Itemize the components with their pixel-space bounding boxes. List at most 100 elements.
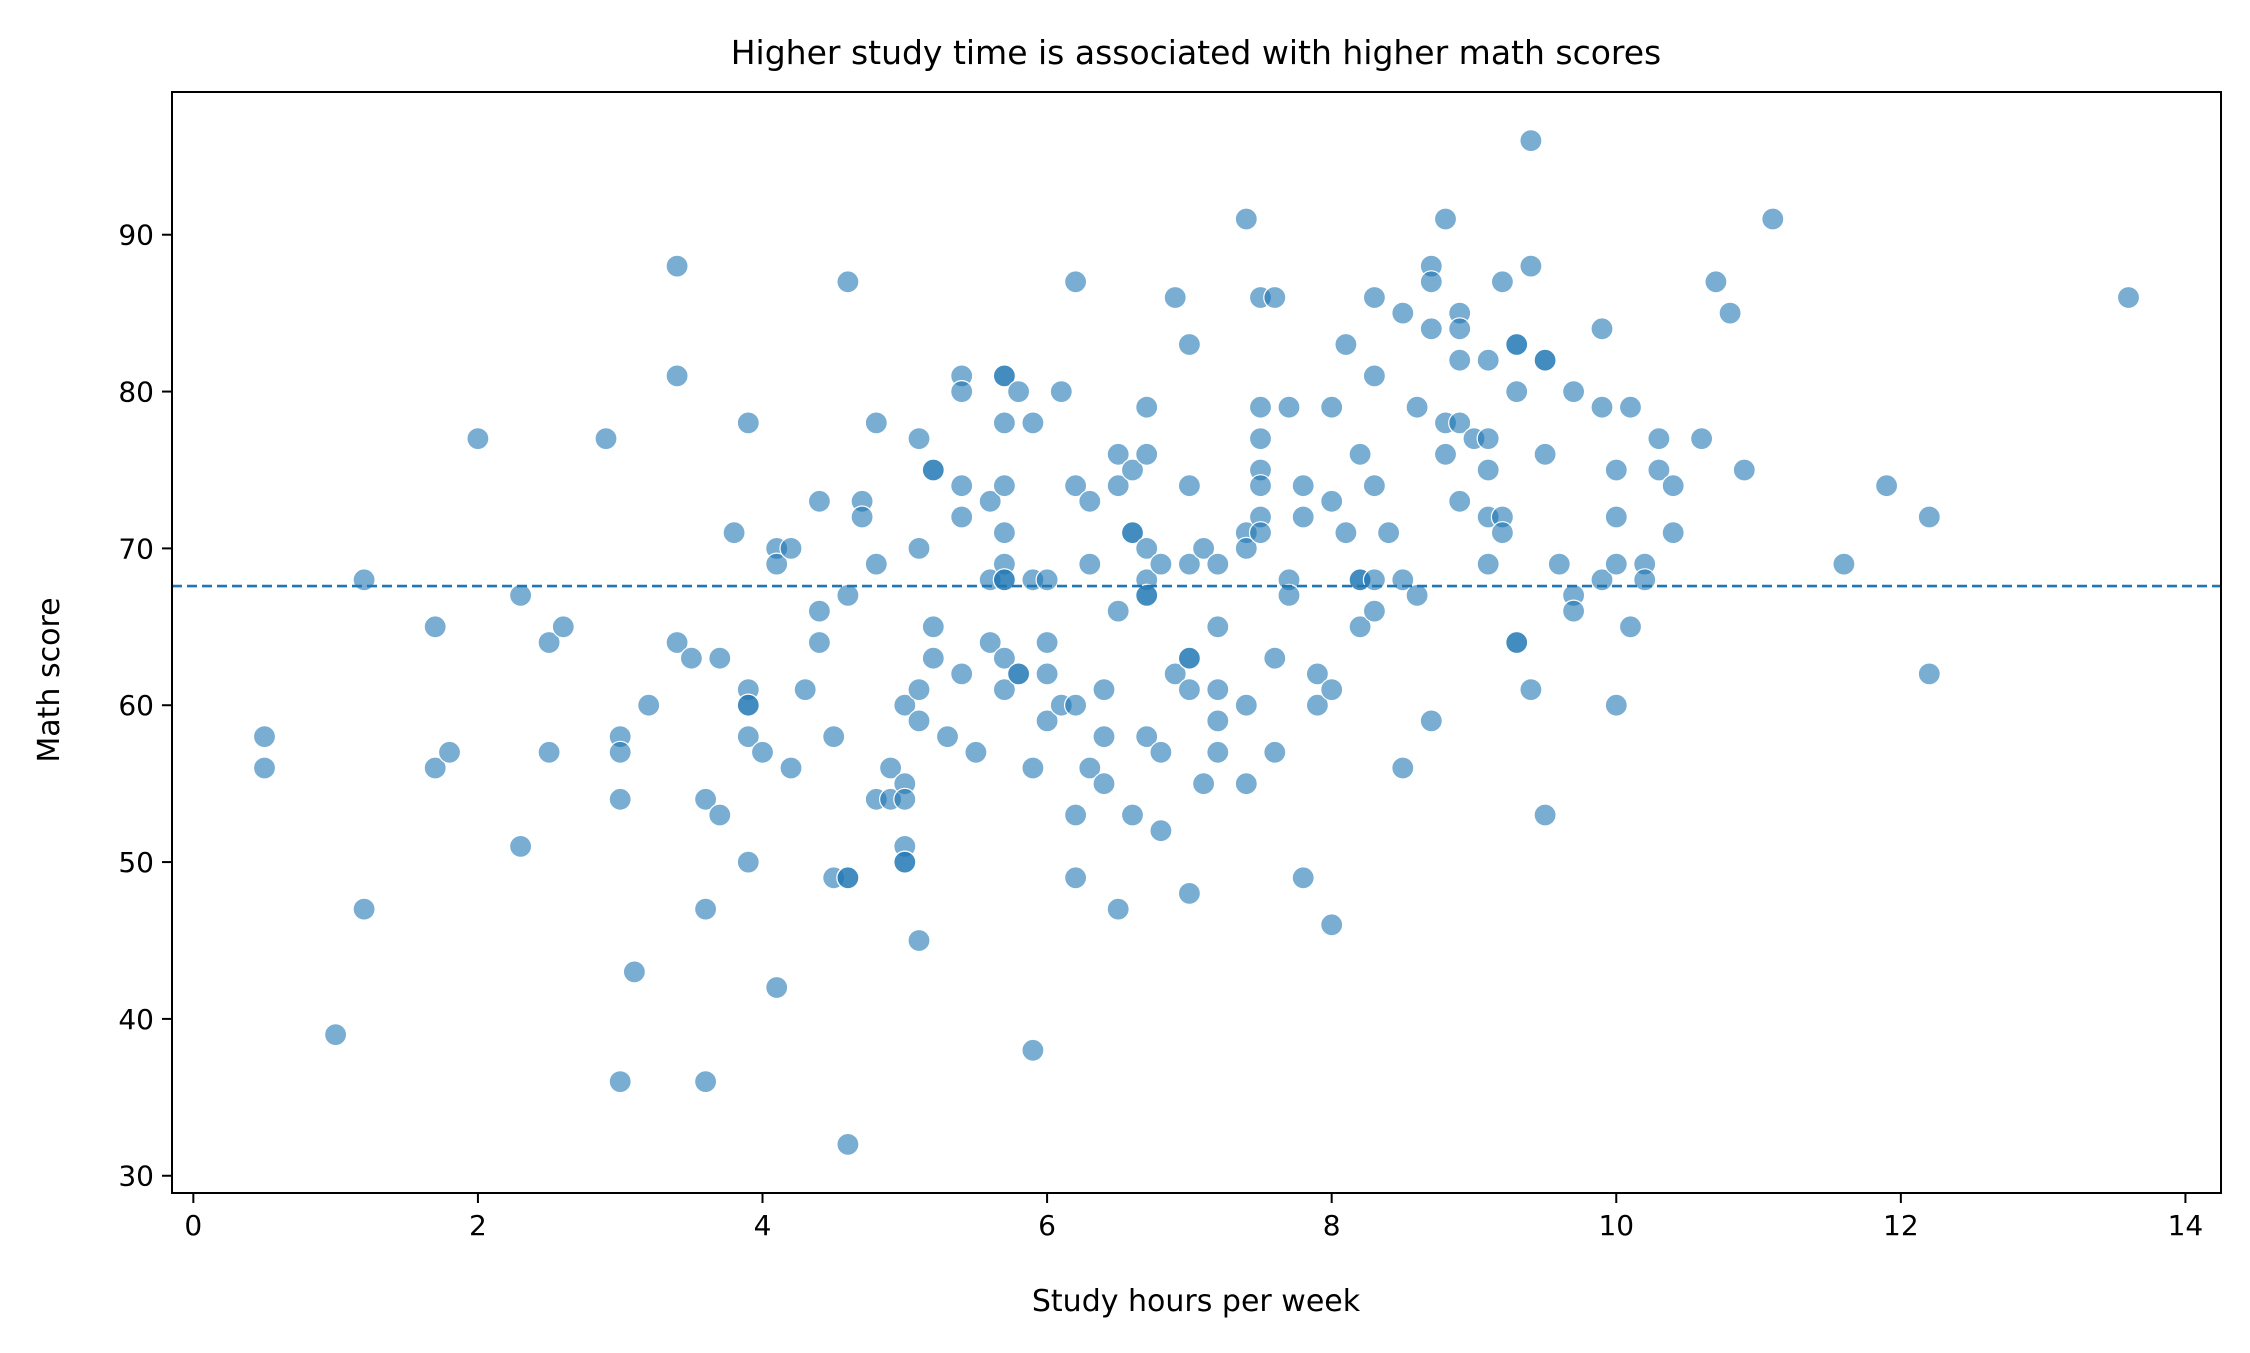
data-point	[1206, 552, 1230, 576]
data-point	[1063, 474, 1088, 498]
data-point	[779, 756, 803, 780]
y-tick-label: 70	[118, 532, 154, 565]
data-point	[665, 254, 689, 278]
data-point	[1078, 552, 1102, 576]
data-point	[1405, 583, 1429, 608]
data-point	[1248, 474, 1273, 498]
data-point	[1618, 615, 1643, 639]
data-point	[693, 787, 718, 811]
data-point	[1006, 380, 1031, 404]
data-point	[1291, 474, 1315, 498]
data-point	[1334, 521, 1358, 545]
data-point	[836, 583, 860, 608]
data-point	[1063, 803, 1088, 827]
data-point	[352, 568, 376, 592]
data-point	[1263, 285, 1287, 310]
x-tick-label: 6	[1038, 1209, 1056, 1242]
y-tick-label: 60	[118, 689, 154, 722]
data-point	[665, 364, 689, 388]
data-point	[950, 662, 974, 686]
data-point	[1021, 756, 1045, 780]
data-point	[1519, 254, 1543, 278]
plot-frame	[171, 91, 2222, 1194]
data-point	[1021, 411, 1045, 435]
data-point	[1177, 881, 1202, 906]
data-point	[708, 646, 732, 670]
y-tick-label: 90	[118, 219, 154, 252]
data-point	[992, 411, 1017, 435]
data-point	[1533, 348, 1557, 372]
data-point	[1362, 474, 1387, 498]
data-point	[1163, 662, 1187, 686]
data-point	[907, 536, 931, 561]
data-point	[1177, 646, 1202, 670]
data-point	[1035, 568, 1059, 592]
data-point	[1433, 442, 1458, 466]
data-point	[793, 677, 817, 702]
data-point	[765, 975, 789, 1000]
x-axis-label: Study hours per week	[1032, 1284, 1361, 1319]
data-point	[907, 677, 931, 702]
data-point	[1248, 521, 1273, 545]
data-point	[1049, 380, 1073, 404]
data-point	[1206, 677, 1230, 702]
data-point	[1177, 677, 1202, 702]
data-point	[1035, 630, 1059, 655]
data-point	[992, 568, 1017, 592]
data-point	[1149, 740, 1173, 764]
data-point	[807, 630, 832, 655]
data-point	[1362, 364, 1387, 388]
data-point	[1106, 442, 1130, 466]
data-point	[850, 505, 874, 529]
data-point	[1263, 646, 1287, 670]
data-point	[1519, 129, 1543, 153]
data-point	[508, 583, 533, 608]
data-point	[1647, 427, 1671, 451]
data-point	[1120, 803, 1145, 827]
data-point	[252, 756, 277, 780]
data-point	[665, 630, 689, 655]
data-point	[2116, 285, 2141, 310]
data-point	[324, 1022, 348, 1047]
chart-title: Higher study time is associated with hig…	[731, 33, 1662, 72]
data-point	[622, 960, 647, 984]
data-point	[1348, 442, 1372, 466]
data-point	[992, 677, 1017, 702]
data-point	[1177, 552, 1202, 576]
data-point	[1647, 458, 1671, 482]
data-point	[1476, 427, 1500, 451]
data-point	[1362, 568, 1387, 592]
data-point	[1078, 489, 1102, 513]
data-point	[1320, 489, 1344, 513]
x-tick-label: 14	[2168, 1209, 2204, 1242]
data-point	[736, 850, 760, 874]
data-point	[1604, 458, 1628, 482]
data-point	[1476, 552, 1500, 576]
data-point	[1391, 756, 1415, 780]
data-point	[1362, 599, 1387, 623]
data-point	[1362, 285, 1387, 310]
y-tick-label: 40	[118, 1003, 154, 1036]
data-point	[921, 615, 945, 639]
data-point	[836, 270, 860, 294]
data-point	[1177, 332, 1202, 357]
data-point	[935, 724, 960, 749]
y-tick-label: 80	[118, 376, 154, 409]
data-point	[352, 897, 376, 921]
data-point	[1448, 317, 1472, 341]
x-tick-label: 2	[469, 1209, 487, 1242]
data-point	[964, 740, 988, 764]
data-point	[1035, 709, 1059, 733]
data-point	[765, 552, 789, 576]
data-point	[836, 1132, 860, 1157]
data-point	[921, 646, 945, 670]
data-point	[1476, 458, 1500, 482]
data-point	[807, 599, 832, 623]
data-point	[822, 724, 846, 749]
data-point	[1149, 819, 1173, 843]
data-point	[1177, 474, 1202, 498]
data-point	[537, 740, 561, 764]
data-point	[423, 756, 447, 780]
data-point	[1191, 536, 1216, 561]
data-point	[1633, 568, 1657, 592]
